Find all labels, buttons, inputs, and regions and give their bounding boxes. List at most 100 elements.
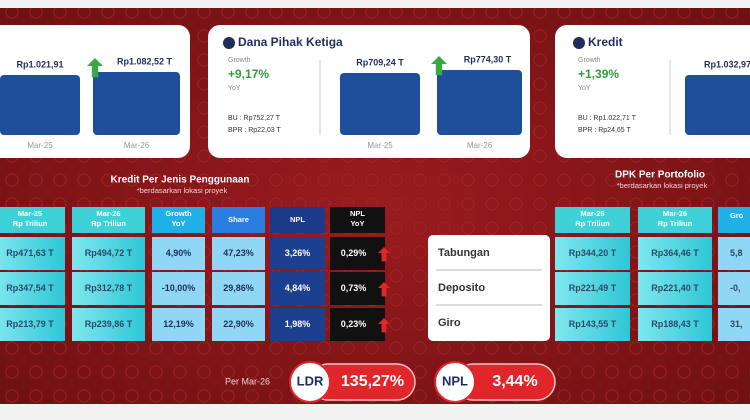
cell-text: 3,26% <box>285 248 311 258</box>
header-text: Gro <box>730 211 744 220</box>
bar <box>93 72 180 135</box>
bar-label: Rp774,30 T <box>464 54 512 64</box>
header-text: Rp Triliun <box>658 219 693 228</box>
growth-label: Growth <box>578 57 601 64</box>
table-cell <box>330 308 385 341</box>
label-box <box>428 235 550 341</box>
ratio-value: 135,27% <box>341 373 404 390</box>
header-text: Rp Triliun <box>13 219 48 228</box>
table-cell <box>72 308 145 341</box>
cell-text: Rp221,49 T <box>569 283 617 293</box>
table-cell <box>152 308 205 341</box>
header-cell <box>330 207 385 233</box>
table-cell <box>718 237 750 270</box>
cell-text: Rp494,72 T <box>85 248 133 258</box>
cell-text: 47,23% <box>223 248 254 258</box>
growth-unit: YoY <box>228 85 241 92</box>
row-label: Tabungan <box>438 247 490 259</box>
bar <box>685 75 750 135</box>
arrow-icon <box>378 282 390 297</box>
period-label: Mar-26 <box>124 141 150 150</box>
cell-text: -10,00% <box>162 283 196 293</box>
header-text: NPL <box>290 215 305 224</box>
note: BPR : Rp22,03 T <box>228 127 282 134</box>
header-text: Share <box>228 215 249 224</box>
card-title: Kredit <box>588 35 623 49</box>
table-cell <box>270 237 325 270</box>
cell-text: 1,98% <box>285 319 311 329</box>
note: BU : Rp1.022,71 T <box>578 115 637 122</box>
header-text: YoY <box>171 219 185 228</box>
ratio-value: 3,44% <box>492 373 537 390</box>
cell-text: Rp188,43 T <box>651 319 699 329</box>
table-cell <box>718 272 750 305</box>
table-note: *berdasarkan lokasi proyek <box>137 186 228 195</box>
header-text: Mar-26 <box>663 209 687 218</box>
cell-text: Rp143,55 T <box>569 319 617 329</box>
card-title: Dana Pihak Ketiga <box>238 35 343 49</box>
table-cell <box>330 237 385 270</box>
bar <box>0 75 80 135</box>
cell-text: Rp213,79 T <box>6 319 54 329</box>
table-cell <box>0 308 65 341</box>
cell-text: 4,84% <box>285 283 311 293</box>
table-cell <box>718 308 750 341</box>
table-cell <box>270 308 325 341</box>
title-icon <box>223 37 235 49</box>
cell-text: 0,23% <box>341 319 367 329</box>
ratio-badge <box>289 361 331 403</box>
header-text: Mar-25 <box>580 209 604 218</box>
table-cell <box>0 237 65 270</box>
table-cell <box>638 272 712 305</box>
cell-text: Rp364,46 T <box>651 248 699 258</box>
cell-text: -0, <box>730 283 741 293</box>
arrow-icon <box>431 56 447 76</box>
cell-text: 0,73% <box>341 283 367 293</box>
cell-text: 4,90% <box>166 248 192 258</box>
period-label: Mar-25 <box>27 141 53 150</box>
period-label: Mar-26 <box>467 141 493 150</box>
table-cell <box>0 272 65 305</box>
table-title: Kredit Per Jenis Penggunaan <box>111 175 250 186</box>
header-cell <box>152 207 205 233</box>
bar <box>437 70 522 135</box>
growth-unit: YoY <box>578 85 591 92</box>
table-cell <box>72 237 145 270</box>
footer-period: Per Mar-26 <box>225 376 270 386</box>
ratio-badge <box>434 361 476 403</box>
table-cell <box>152 272 205 305</box>
table-note: *berdasarkan lokasi proyek <box>617 181 708 190</box>
row-label: Giro <box>438 317 461 329</box>
note: BPR : Rp24,65 T <box>578 127 632 134</box>
growth-value: +9,17% <box>228 67 269 81</box>
header-cell <box>638 207 712 233</box>
header-cell <box>72 207 145 233</box>
header-text: Rp Triliun <box>575 219 610 228</box>
bar-label: Rp1.021,91 <box>16 59 63 69</box>
table-cell <box>270 272 325 305</box>
header-cell <box>0 207 65 233</box>
cell-text: Rp221,40 T <box>651 283 699 293</box>
cell-text: 0,29% <box>341 248 367 258</box>
cell-text: 22,90% <box>223 319 254 329</box>
note: BU : Rp752,27 T <box>228 115 281 122</box>
bottom-strip <box>0 404 750 420</box>
cell-text: Rp239,86 T <box>85 319 133 329</box>
arrow-icon <box>378 318 390 333</box>
arrow-icon <box>87 58 104 78</box>
header-cell <box>212 207 265 233</box>
cell-text: Rp347,54 T <box>6 283 54 293</box>
header-text: Mar-25 <box>18 209 42 218</box>
header-text: Rp Triliun <box>91 219 126 228</box>
cell-text: Rp344,20 T <box>569 248 617 258</box>
arrow-icon <box>378 247 390 262</box>
header-text: Mar-26 <box>96 209 120 218</box>
header-text: Growth <box>165 209 192 218</box>
ratio-label: LDR <box>297 373 324 388</box>
row-label: Deposito <box>438 282 485 294</box>
ratio-label: NPL <box>442 373 468 388</box>
table-cell <box>72 272 145 305</box>
cell-text: 31, <box>730 319 743 329</box>
growth-label: Growth <box>228 57 251 64</box>
